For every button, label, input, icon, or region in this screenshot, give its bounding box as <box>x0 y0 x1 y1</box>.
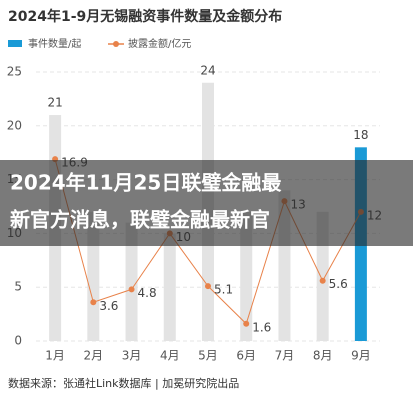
y-tick-label: 5 <box>14 280 22 294</box>
legend-label: 事件数量/起 <box>28 37 81 50</box>
y-tick-label: 0 <box>14 334 22 348</box>
bar <box>163 233 176 341</box>
source: 数据来源：张通社Link数据库 | 加冕研究院出品 <box>8 376 239 390</box>
x-tick-label: 7月 <box>275 349 295 363</box>
data-label: 5.6 <box>329 277 348 291</box>
x-tick-label: 4月 <box>160 349 180 363</box>
x-tick-label: 5月 <box>198 349 218 363</box>
x-tick-label: 9月 <box>351 349 371 363</box>
data-label: 5.1 <box>214 283 233 297</box>
x-tick-label: 6月 <box>236 349 256 363</box>
x-tick-label: 8月 <box>313 349 333 363</box>
bar <box>125 222 138 341</box>
line-point <box>243 320 250 327</box>
legend-swatch <box>8 40 22 47</box>
y-tick-label: 20 <box>7 118 22 132</box>
legend-swatch <box>113 41 119 47</box>
chart-title: 2024年1-9月无锡融资事件数量及金额分布 <box>8 8 282 25</box>
x-tick-label: 1月 <box>45 349 65 363</box>
banner <box>0 160 413 246</box>
data-label: 1.6 <box>252 320 271 334</box>
data-label: 18 <box>353 128 368 142</box>
legend-label: 披露金额/亿元 <box>128 37 191 50</box>
banner-text: 2024年11月25日联璧金融最 <box>10 171 282 195</box>
x-tick-label: 3月 <box>122 349 142 363</box>
y-tick-label: 25 <box>7 65 22 79</box>
data-label: 4.8 <box>138 286 157 300</box>
line-point <box>205 283 211 290</box>
data-label: 21 <box>47 96 62 110</box>
line-point <box>319 277 326 284</box>
line-point <box>128 286 135 293</box>
x-tick-label: 2月 <box>84 349 104 363</box>
banner-text: 新官方消息，联璧金融最新官 <box>10 208 270 232</box>
data-label: 3.6 <box>99 299 118 313</box>
data-label: 24 <box>200 63 215 77</box>
line-point <box>90 299 97 306</box>
